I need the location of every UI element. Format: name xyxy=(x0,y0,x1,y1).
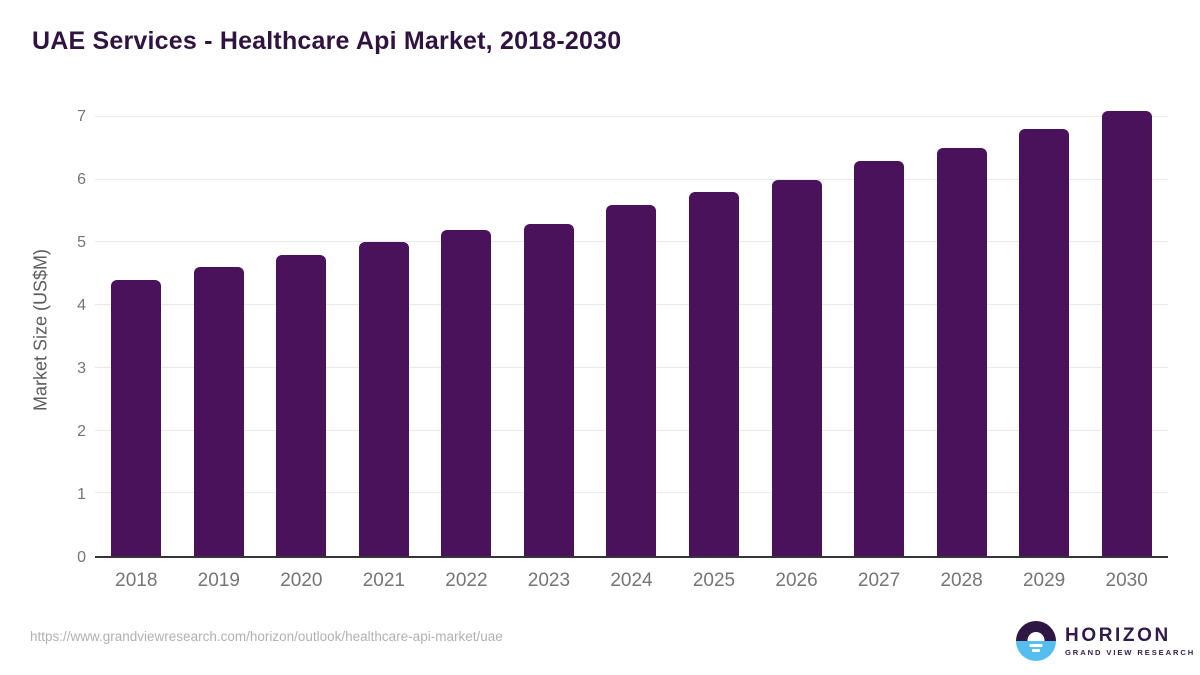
source-url: https://www.grandviewresearch.com/horizo… xyxy=(30,629,503,644)
x-tick-label: 2022 xyxy=(445,570,488,591)
bars-layer xyxy=(95,100,1168,556)
y-tick-label: 2 xyxy=(77,423,86,441)
bar-slot xyxy=(590,100,673,556)
bar-slot xyxy=(755,100,838,556)
bar-2022 xyxy=(441,229,492,556)
gridline xyxy=(95,115,1168,117)
logo-sun-dome xyxy=(1027,632,1045,641)
x-tick-label: 2023 xyxy=(527,570,571,591)
bar-slot xyxy=(343,100,426,556)
horizon-logo: HORIZON GRAND VIEW RESEARCH xyxy=(1016,621,1195,661)
x-axis-tick-labels: 2018 2019 2020 2021 2022 2023 2024 2025 2026 2027… xyxy=(95,562,1168,592)
y-tick-label: 7 xyxy=(77,108,86,126)
bar-slot xyxy=(508,100,591,556)
logo-name: HORIZON xyxy=(1065,624,1171,646)
bar-2024 xyxy=(606,204,657,556)
x-tick-label: 2020 xyxy=(280,570,323,591)
y-tick-label: 4 xyxy=(77,297,86,315)
y-tick-label: 6 xyxy=(77,171,86,189)
bar-2018 xyxy=(111,280,162,556)
x-tick-label: 2029 xyxy=(1022,570,1066,591)
y-axis-tick-labels: 0 1 2 3 4 5 6 7 xyxy=(0,100,86,566)
bar-2025 xyxy=(688,192,739,556)
x-tick-label: 2024 xyxy=(610,570,653,591)
logo-circle-top xyxy=(1016,621,1056,641)
bar-slot xyxy=(178,100,261,556)
x-tick-label: 2030 xyxy=(1105,570,1148,591)
bar-slot xyxy=(260,100,343,556)
bar-2020 xyxy=(276,254,327,556)
bar-slot xyxy=(1085,100,1168,556)
logo-reflection-line xyxy=(1029,644,1043,647)
y-tick-label: 1 xyxy=(77,486,86,504)
bar-2019 xyxy=(193,267,244,556)
bar-2026 xyxy=(771,179,822,556)
logo-reflection-line xyxy=(1032,649,1040,652)
bar-2023 xyxy=(523,223,574,556)
x-tick-label: 2027 xyxy=(857,570,901,591)
horizon-sun-icon xyxy=(1016,621,1056,661)
bar-slot xyxy=(838,100,921,556)
chart-title: UAE Services - Healthcare Api Market, 20… xyxy=(32,27,622,55)
logo-text: HORIZON GRAND VIEW RESEARCH xyxy=(1065,624,1196,657)
bar-2030 xyxy=(1101,110,1152,556)
bar-slot xyxy=(1003,100,1086,556)
bar-2029 xyxy=(1019,129,1070,556)
x-tick-label: 2026 xyxy=(775,570,818,591)
bar-slot xyxy=(673,100,756,556)
plot-area xyxy=(95,100,1168,558)
bar-2028 xyxy=(936,148,987,556)
logo-subtitle: GRAND VIEW RESEARCH xyxy=(1065,647,1196,657)
x-tick-label: 2021 xyxy=(362,570,405,591)
x-tick-label: 2018 xyxy=(115,570,158,591)
y-tick-label: 0 xyxy=(77,549,86,566)
bar-slot xyxy=(920,100,1003,556)
gridline xyxy=(95,178,1168,180)
bar-2027 xyxy=(854,160,905,556)
x-tick-label: 2025 xyxy=(692,570,736,591)
bar-slot xyxy=(95,100,178,556)
bar-slot xyxy=(425,100,508,556)
x-tick-label: 2019 xyxy=(197,570,240,591)
x-tick-label: 2028 xyxy=(940,570,983,591)
y-tick-label: 3 xyxy=(77,360,86,378)
bar-2021 xyxy=(358,242,409,556)
y-tick-label: 5 xyxy=(77,234,86,252)
